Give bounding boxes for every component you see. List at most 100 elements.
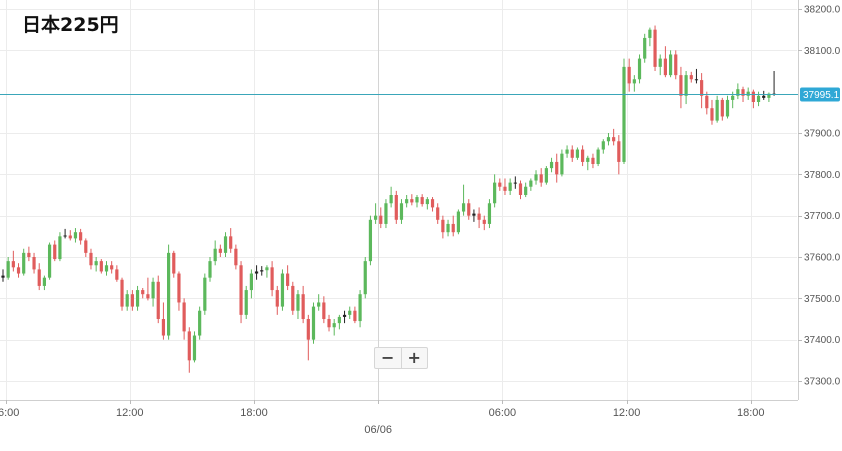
x-tick-label: 06:00 (0, 407, 19, 419)
candle-body (306, 319, 310, 340)
candle-body (42, 277, 46, 286)
candle-body (234, 248, 238, 266)
candle-body (275, 290, 279, 307)
chart-title: 日本225円 (22, 14, 119, 36)
candle-body (549, 161, 554, 169)
candle-body (746, 91, 750, 96)
candle-body (508, 182, 512, 191)
candle-body (591, 157, 595, 164)
candle-body (410, 199, 414, 203)
candle-body (265, 267, 269, 271)
candle-body (570, 149, 574, 158)
candle-body (337, 316, 341, 324)
candle-body (6, 261, 10, 278)
candle-body (606, 137, 611, 142)
candle-body (653, 29, 657, 67)
candle-body (575, 149, 580, 158)
candle-body (37, 269, 41, 286)
candle-body (68, 235, 72, 239)
candle-body (141, 290, 145, 295)
candle-body (705, 95, 709, 109)
candle-body (187, 331, 191, 361)
candle-body (762, 95, 766, 98)
zoom-separator (400, 348, 402, 368)
candle-body (208, 261, 212, 278)
candle-body (120, 279, 124, 307)
candle-body (436, 207, 440, 220)
candle-body (177, 273, 181, 303)
candle-body (477, 213, 481, 220)
candle-body (125, 294, 129, 307)
candle-body (22, 252, 26, 274)
y-tick-label: 37400.0 (804, 335, 841, 346)
candle-body (674, 54, 678, 76)
candle-body (394, 195, 398, 220)
candle-body (192, 335, 197, 361)
y-tick-label: 37900.0 (804, 129, 841, 140)
zoom-in-button[interactable]: + (402, 348, 428, 368)
y-tick-label: 37300.0 (804, 377, 841, 388)
candle-body (430, 199, 435, 208)
candle-body (498, 182, 502, 187)
candle-body (379, 215, 383, 224)
candle-body (467, 203, 471, 216)
candle-body (751, 91, 755, 102)
candle-body (482, 219, 486, 224)
candle-body (720, 99, 724, 117)
candle-body (694, 79, 699, 81)
candle-body (135, 290, 140, 307)
candle-body (596, 149, 600, 164)
candle-body (405, 199, 409, 204)
candle-body (254, 271, 259, 274)
candle-body (715, 99, 719, 121)
candle-body (79, 232, 83, 241)
candle-body (725, 99, 730, 117)
candle-body (544, 168, 548, 183)
y-tick-label: 37500.0 (804, 294, 841, 305)
candle-body (493, 182, 497, 204)
y-tick-label: 37600.0 (804, 253, 841, 264)
candle-body (487, 203, 492, 224)
candle-body (151, 281, 155, 299)
candle-body (658, 58, 662, 67)
y-tick-label: 38200.0 (804, 5, 841, 16)
candle-body (172, 252, 176, 274)
candle-body (420, 197, 424, 205)
candle-body (156, 281, 160, 319)
candle-body (503, 186, 507, 191)
candle-body (425, 199, 429, 205)
candle-body (296, 294, 300, 311)
candle-body (731, 95, 735, 100)
candle-body (89, 252, 93, 266)
candle-body (710, 108, 714, 121)
candle-body (456, 211, 460, 233)
candle-body (684, 75, 688, 96)
candle-body (617, 141, 621, 162)
candle-body (63, 235, 67, 237)
candle-body (213, 248, 217, 262)
candle-body (130, 294, 134, 307)
candle-body (198, 310, 202, 336)
candle-body (384, 203, 388, 224)
y-tick-label: 37800.0 (804, 170, 841, 181)
candle-body (73, 232, 78, 239)
candle-body (53, 244, 57, 260)
candle-body (700, 80, 704, 96)
candle-body (47, 244, 52, 278)
candle-body (104, 265, 109, 272)
candle-body (239, 265, 243, 315)
candle-body (311, 306, 316, 340)
candle-body (441, 219, 445, 233)
x-tick-label: 12:00 (613, 407, 641, 419)
candle-body (565, 149, 569, 154)
candle-body (415, 197, 419, 203)
zoom-out-button[interactable]: − (375, 348, 401, 368)
candle-body (451, 223, 455, 233)
candle-body (348, 310, 352, 315)
candle-body (1, 275, 5, 278)
candle-body (327, 319, 331, 328)
candle-body (291, 285, 295, 311)
candle-body (643, 37, 647, 59)
